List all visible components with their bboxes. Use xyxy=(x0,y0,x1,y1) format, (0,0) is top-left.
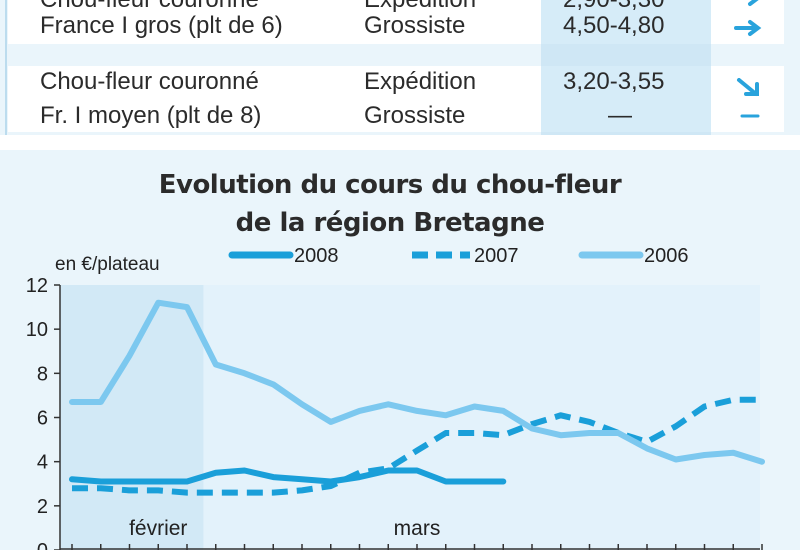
legend-label: 2006 xyxy=(644,245,689,267)
y-tick-label: 8 xyxy=(37,363,48,385)
dash-icon xyxy=(740,114,760,118)
arrow-right-icon xyxy=(734,20,762,36)
legend-label: 2008 xyxy=(294,245,339,267)
price-range: 3,20-3,55 xyxy=(563,68,665,95)
series-line-2006 xyxy=(69,299,765,465)
y-tick-label: 0 xyxy=(37,540,48,550)
series-line-2007 xyxy=(72,396,762,496)
chart-panel: Evolution du cours du chou-fleur de la r… xyxy=(0,150,800,550)
product-spec: Fr. I moyen (plt de 8) xyxy=(40,102,262,129)
x-month-label: février xyxy=(129,517,187,540)
chart-subtitle: de la région Bretagne xyxy=(235,208,545,238)
y-axis-label: en €/plateau xyxy=(55,254,160,275)
price-range: 4,50-4,80 xyxy=(563,12,665,39)
arrow-down-right-icon xyxy=(737,78,759,96)
series-line-2008 xyxy=(69,467,507,485)
product-name: Chou-fleur couronné xyxy=(40,68,259,95)
line-chart: 0 2 4 6 8 10 12 en €/plateau février mars 2008 2007… xyxy=(26,245,765,550)
y-tick-label: 4 xyxy=(37,452,48,474)
y-tick-label: 10 xyxy=(26,319,48,341)
y-tick-label: 2 xyxy=(37,496,48,518)
shaded-period xyxy=(60,285,204,550)
legend-label: 2007 xyxy=(474,245,519,267)
market-stage: Grossiste xyxy=(364,102,466,129)
price-range: — xyxy=(608,102,632,129)
market-stage: Expédition xyxy=(364,68,477,95)
product-spec: France I gros (plt de 6) xyxy=(40,12,283,39)
table-left-rule xyxy=(5,0,7,135)
y-tick-label: 6 xyxy=(37,408,48,430)
market-stage: Grossiste xyxy=(364,12,466,39)
price-table: Chou-fleur couronné France I gros (plt d… xyxy=(0,0,800,135)
table-row xyxy=(8,0,784,44)
y-tick-label: 12 xyxy=(26,275,48,297)
price-range: 2,90-3,30 xyxy=(563,0,664,14)
price-cell-band xyxy=(541,66,711,132)
product-name: Chou-fleur couronné xyxy=(40,0,259,14)
x-month-label: mars xyxy=(394,517,441,540)
arrow-right-icon xyxy=(736,0,759,6)
chart-title: Evolution du cours du chou-fleur xyxy=(158,170,622,200)
table-row xyxy=(8,66,784,132)
market-stage: Expédition xyxy=(364,0,476,14)
price-cell-band xyxy=(541,0,711,44)
